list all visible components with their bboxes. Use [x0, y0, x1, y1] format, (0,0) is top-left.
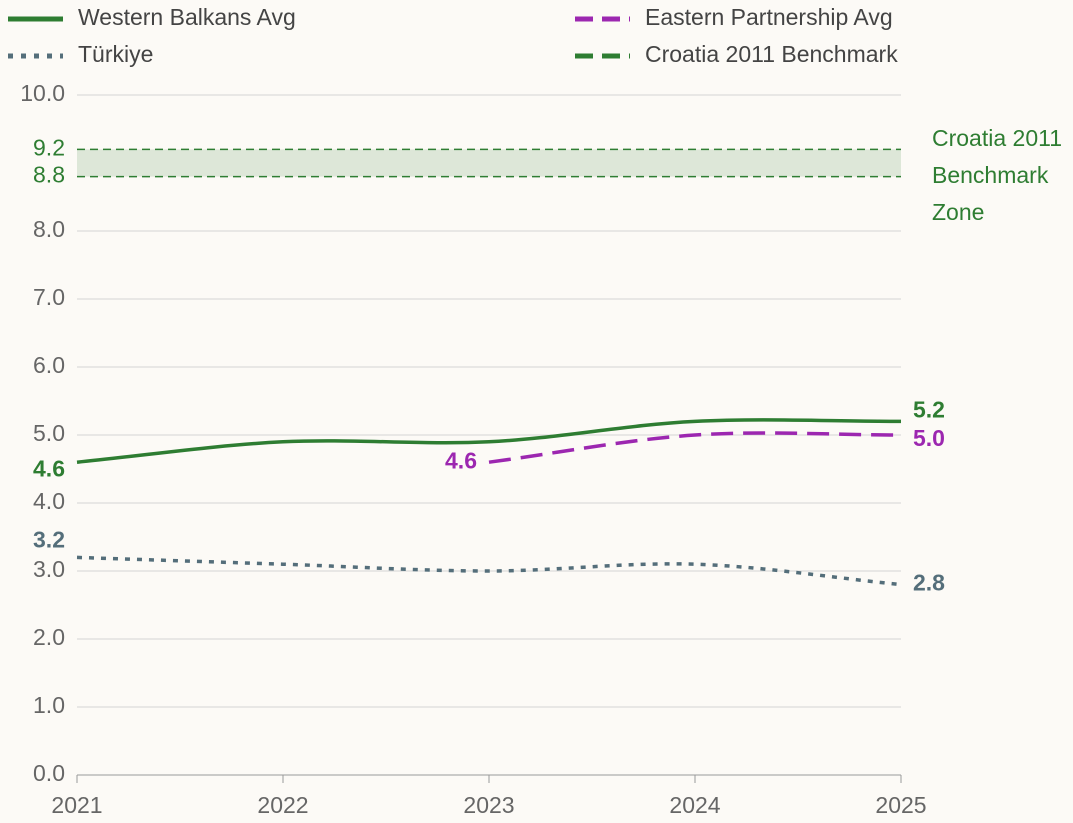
- y-tick-label: 10.0: [20, 80, 65, 106]
- x-tick-label: 2025: [875, 792, 926, 818]
- legend-label: Western Balkans Avg: [78, 4, 296, 30]
- data-label: 5.2: [913, 396, 945, 422]
- data-label: 4.6: [445, 447, 477, 473]
- x-tick-label: 2021: [51, 792, 102, 818]
- data-label: 4.6: [33, 455, 65, 481]
- y-tick-label: 0.0: [33, 760, 65, 786]
- benchmark-band: [77, 149, 901, 177]
- y-tick-label: 7.0: [33, 284, 65, 310]
- benchmark-label: 8.8: [33, 162, 65, 188]
- y-tick-label: 3.0: [33, 556, 65, 582]
- legend-label: Croatia 2011 Benchmark: [645, 41, 898, 67]
- y-tick-label: 1.0: [33, 692, 65, 718]
- x-tick-label: 2022: [257, 792, 308, 818]
- benchmark-annotation: Zone: [932, 199, 984, 225]
- data-label: 5.0: [913, 425, 945, 451]
- legend-label: Türkiye: [78, 41, 153, 67]
- series-line: [76, 418, 902, 464]
- y-tick-label: 2.0: [33, 624, 65, 650]
- benchmark-annotation: Croatia 2011: [932, 125, 1062, 151]
- y-tick-label: 4.0: [33, 488, 65, 514]
- series-line: [76, 555, 902, 587]
- y-tick-label: 5.0: [33, 420, 65, 446]
- benchmark-label: 9.2: [33, 134, 65, 160]
- series-line: [488, 431, 902, 464]
- data-label: 3.2: [33, 526, 65, 552]
- benchmark-annotation: Benchmark: [932, 162, 1049, 188]
- x-tick-label: 2023: [463, 792, 514, 818]
- data-label: 2.8: [913, 570, 945, 596]
- x-tick-label: 2024: [669, 792, 720, 818]
- y-tick-label: 6.0: [33, 352, 65, 378]
- legend-label: Eastern Partnership Avg: [645, 4, 893, 30]
- y-tick-label: 8.0: [33, 216, 65, 242]
